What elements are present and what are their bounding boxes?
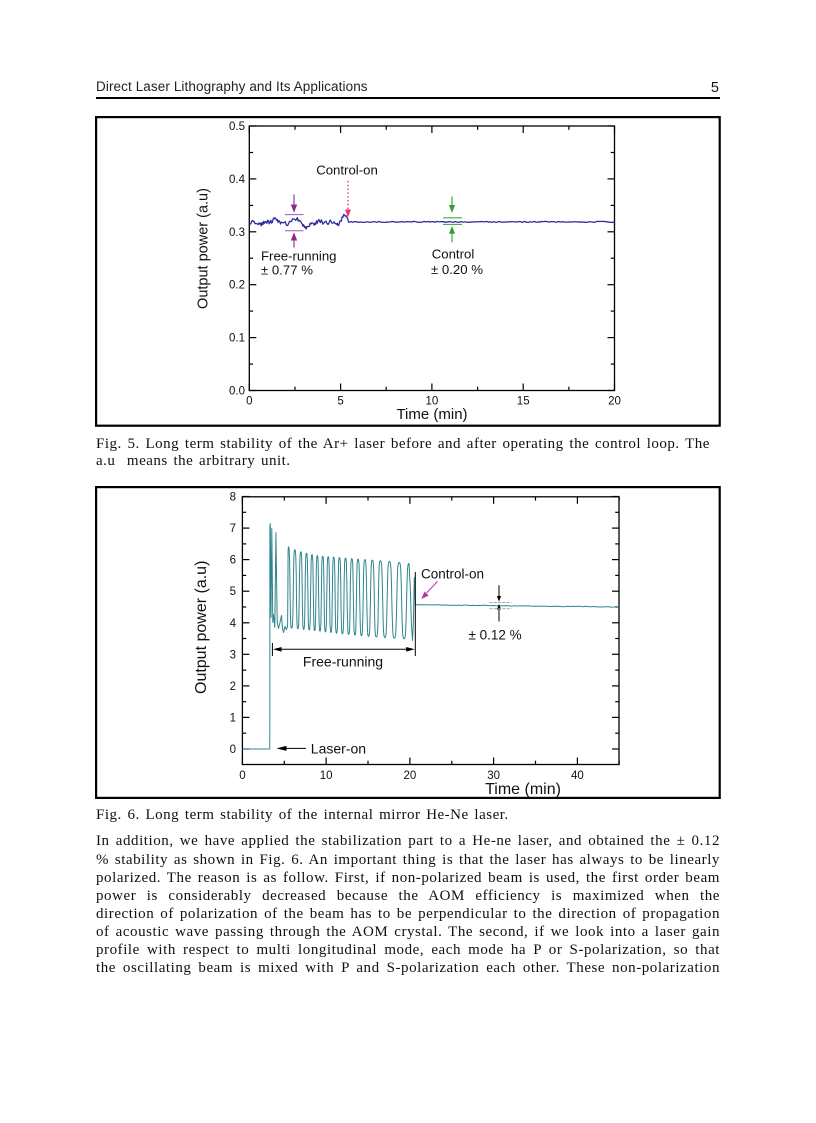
svg-text:0: 0 <box>239 770 245 782</box>
svg-text:± 0.77 %: ± 0.77 % <box>261 263 313 278</box>
svg-text:5: 5 <box>230 586 236 598</box>
svg-text:0.0: 0.0 <box>229 386 245 398</box>
svg-text:Control-on: Control-on <box>316 163 378 178</box>
svg-text:8: 8 <box>230 491 236 503</box>
svg-text:30: 30 <box>487 770 500 782</box>
svg-text:0: 0 <box>230 744 236 756</box>
svg-text:Control: Control <box>432 247 475 262</box>
svg-text:± 0.12 %: ± 0.12 % <box>469 627 522 642</box>
svg-text:7: 7 <box>230 523 236 535</box>
svg-text:Time (min): Time (min) <box>485 780 561 797</box>
svg-text:Free-running: Free-running <box>261 248 337 263</box>
svg-text:Control-on: Control-on <box>421 566 484 581</box>
svg-text:0: 0 <box>246 396 252 408</box>
svg-text:Output power (a.u): Output power (a.u) <box>196 188 212 309</box>
svg-text:Output power (a.u): Output power (a.u) <box>193 560 210 693</box>
svg-text:4: 4 <box>230 617 237 629</box>
svg-text:Free-running: Free-running <box>303 653 383 669</box>
svg-text:40: 40 <box>571 770 584 782</box>
svg-text:3: 3 <box>230 649 236 661</box>
svg-text:5: 5 <box>337 396 343 408</box>
svg-text:20: 20 <box>608 396 621 408</box>
svg-text:0.2: 0.2 <box>229 280 245 292</box>
svg-text:1: 1 <box>230 712 236 724</box>
svg-text:10: 10 <box>426 396 439 408</box>
svg-text:0.1: 0.1 <box>229 333 245 345</box>
svg-text:15: 15 <box>517 396 530 408</box>
svg-text:2: 2 <box>230 680 236 692</box>
svg-text:20: 20 <box>404 770 417 782</box>
svg-text:6: 6 <box>230 554 236 566</box>
svg-text:0.3: 0.3 <box>229 227 245 239</box>
svg-text:10: 10 <box>320 770 333 782</box>
svg-text:± 0.20 %: ± 0.20 % <box>431 262 483 277</box>
svg-text:Time (min): Time (min) <box>396 406 467 423</box>
svg-text:0.5: 0.5 <box>229 121 245 133</box>
svg-text:Laser-on: Laser-on <box>311 740 366 756</box>
svg-text:0.4: 0.4 <box>229 174 246 186</box>
